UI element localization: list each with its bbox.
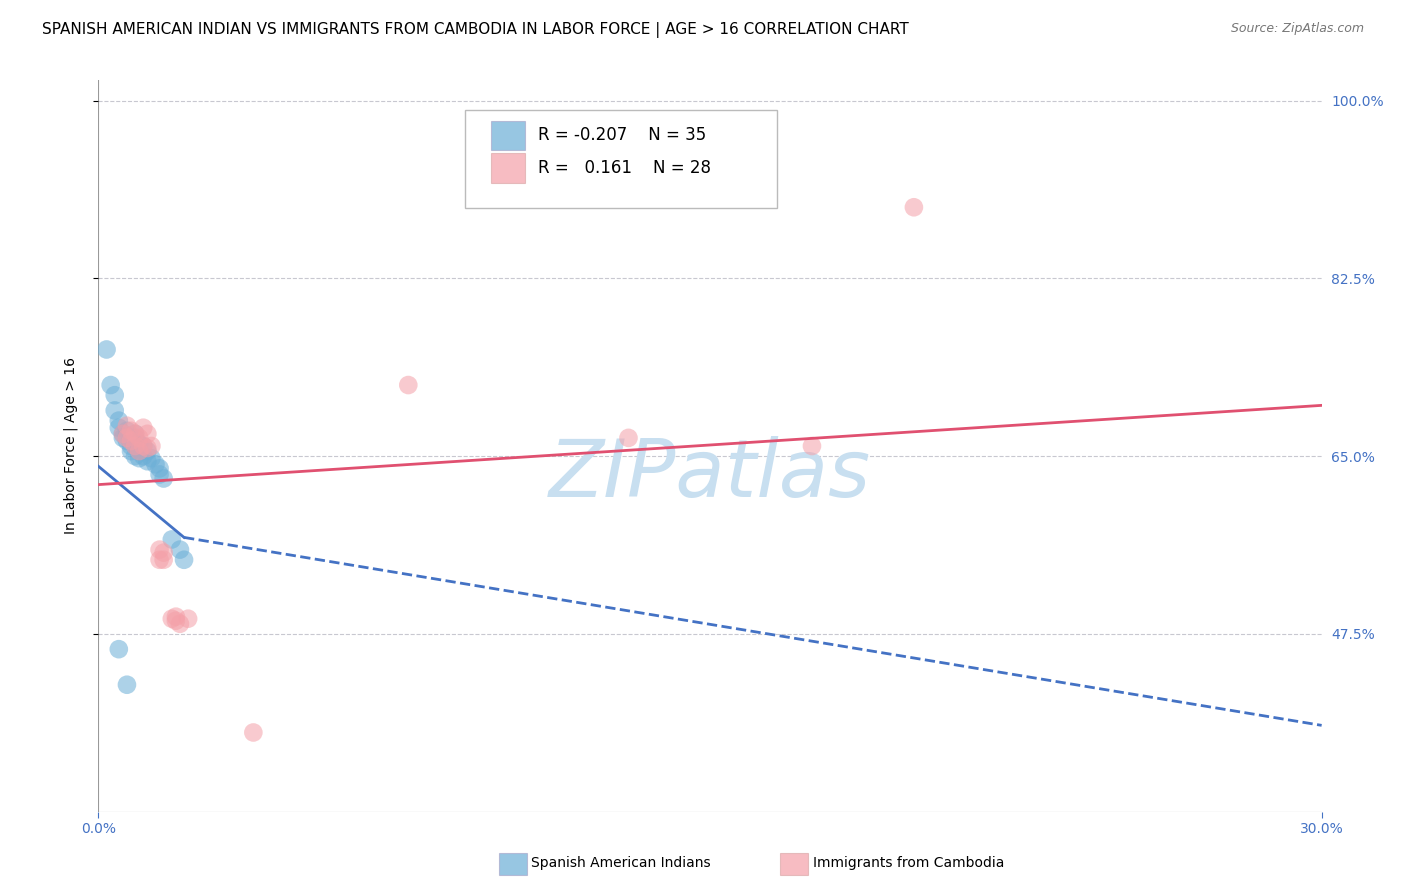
Point: [115, 434, 138, 448]
Point: [152, 471, 174, 485]
Point: [149, 461, 172, 475]
Point: [104, 388, 127, 402]
FancyBboxPatch shape: [465, 110, 778, 209]
Point: [132, 439, 155, 453]
Point: [128, 431, 150, 445]
Point: [136, 426, 159, 441]
Text: R =   0.161    N = 28: R = 0.161 N = 28: [537, 159, 710, 177]
Point: [242, 725, 264, 739]
Point: [149, 542, 172, 557]
Point: [124, 426, 146, 441]
Point: [177, 612, 200, 626]
Point: [124, 426, 146, 441]
Point: [136, 454, 159, 468]
Text: Spanish American Indians: Spanish American Indians: [531, 856, 711, 871]
Point: [141, 439, 163, 453]
Y-axis label: In Labor Force | Age > 16: In Labor Force | Age > 16: [63, 358, 77, 534]
Point: [396, 378, 419, 392]
Point: [115, 418, 138, 433]
Point: [173, 553, 195, 567]
Point: [136, 441, 159, 455]
Text: Immigrants from Cambodia: Immigrants from Cambodia: [813, 856, 1004, 871]
Point: [108, 414, 131, 428]
Text: ZIPatlas: ZIPatlas: [548, 436, 872, 515]
Point: [100, 378, 122, 392]
Point: [120, 444, 142, 458]
Point: [108, 420, 131, 434]
Point: [165, 609, 187, 624]
Point: [124, 439, 146, 453]
Point: [160, 612, 183, 626]
Point: [128, 437, 150, 451]
Point: [903, 200, 925, 214]
Point: [141, 451, 163, 466]
Point: [96, 343, 118, 357]
Point: [128, 444, 150, 458]
Point: [136, 444, 159, 458]
Point: [111, 431, 134, 445]
Point: [120, 424, 142, 438]
Point: [115, 429, 138, 443]
Point: [111, 426, 134, 441]
Point: [120, 431, 142, 445]
Point: [108, 642, 131, 657]
Text: Source: ZipAtlas.com: Source: ZipAtlas.com: [1230, 22, 1364, 36]
Point: [128, 451, 150, 466]
Point: [169, 616, 191, 631]
Point: [115, 678, 138, 692]
Point: [124, 431, 146, 445]
Point: [120, 439, 142, 453]
Point: [617, 431, 640, 445]
Point: [149, 553, 172, 567]
Point: [152, 553, 174, 567]
Point: [165, 614, 187, 628]
Point: [145, 457, 167, 471]
Point: [152, 546, 174, 560]
Point: [169, 542, 191, 557]
Point: [128, 444, 150, 458]
Point: [115, 424, 138, 438]
Point: [801, 439, 824, 453]
Point: [132, 439, 155, 453]
FancyBboxPatch shape: [491, 153, 526, 183]
Point: [120, 434, 142, 448]
Point: [115, 431, 138, 445]
Text: SPANISH AMERICAN INDIAN VS IMMIGRANTS FROM CAMBODIA IN LABOR FORCE | AGE > 16 CO: SPANISH AMERICAN INDIAN VS IMMIGRANTS FR…: [42, 22, 908, 38]
FancyBboxPatch shape: [491, 120, 526, 150]
Point: [132, 420, 155, 434]
Point: [124, 439, 146, 453]
Point: [124, 449, 146, 463]
Point: [160, 533, 183, 547]
Point: [111, 426, 134, 441]
Point: [149, 467, 172, 482]
Point: [132, 449, 155, 463]
Point: [104, 403, 127, 417]
Text: R = -0.207    N = 35: R = -0.207 N = 35: [537, 126, 706, 145]
